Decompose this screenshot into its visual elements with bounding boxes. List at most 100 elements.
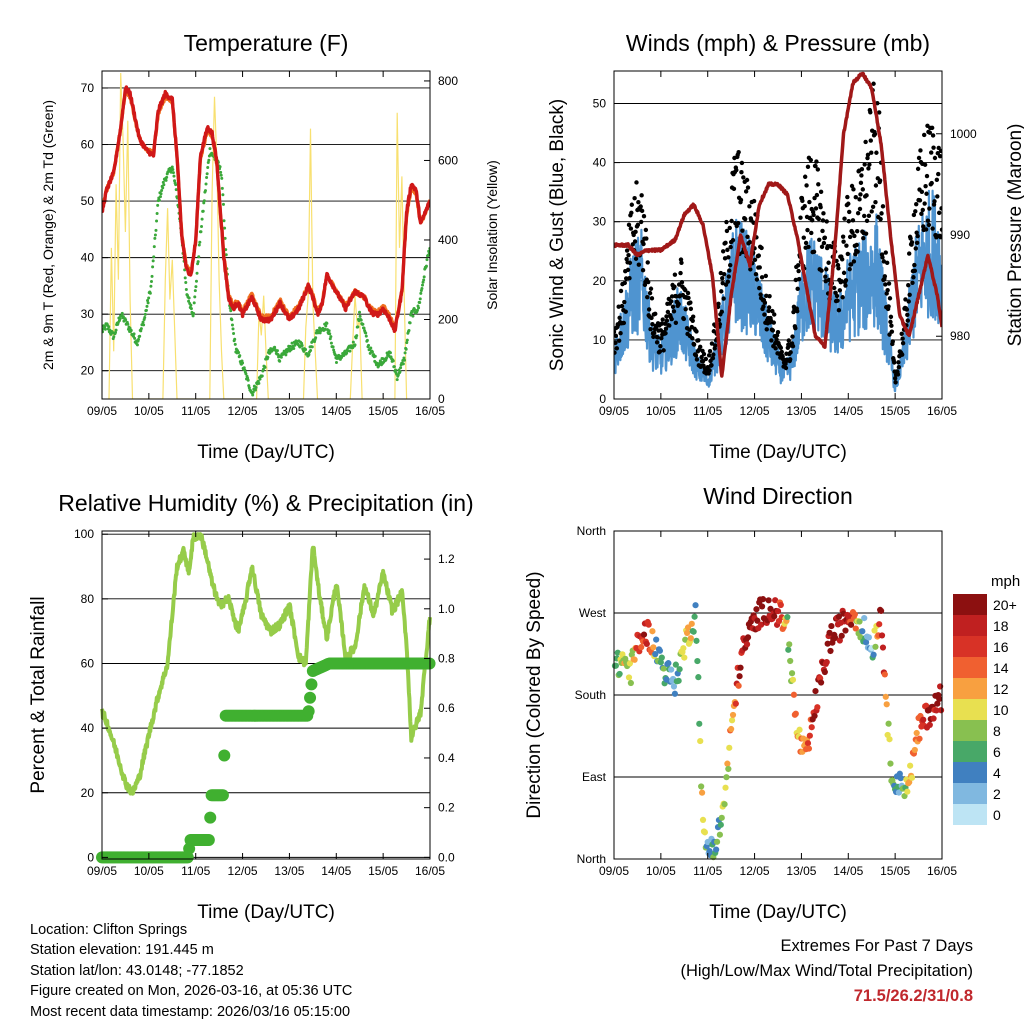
gust-point [728,262,733,268]
dewpoint-point [161,180,165,184]
gust-point [929,150,934,155]
gust-point [884,260,890,266]
gust-point [787,357,793,362]
direction-point [876,621,883,628]
colorbar-label: 10 [993,702,1009,718]
direction-point [699,816,707,824]
dewpoint-point [358,314,362,318]
dewpoint-point [362,326,366,330]
direction-point [728,725,735,733]
direction-point [865,634,873,641]
dewpoint-point [174,183,178,187]
direction-point [690,628,697,635]
gust-point [921,132,927,138]
gust-point [667,323,672,328]
dewpoint-point [102,330,105,334]
gust-point [653,324,659,330]
x-tick-label: 10/05 [134,864,164,878]
dewpoint-point [162,183,166,187]
gust-point [937,154,942,159]
dewpoint-point [147,296,151,300]
y-tick-label: 40 [81,251,95,265]
dewpoint-point [422,278,426,282]
gust-point [796,276,802,282]
dewpoint-point [353,343,357,347]
gust-point [854,228,860,234]
gust-point [747,240,753,245]
gust-point [725,279,731,284]
dewpoint-point [329,335,333,339]
dewpoint-point [200,225,204,229]
direction-point [643,640,650,648]
gust-point [614,340,618,346]
y2-tick-label: 1.0 [438,602,455,616]
x-tick-label: 16/05 [927,404,957,418]
gust-point [818,205,823,210]
gust-point [904,307,910,312]
dewpoint-point [327,329,331,333]
gust-point [851,259,857,264]
gust-point [858,192,863,197]
dewpoint-point [197,255,201,259]
gust-point [796,268,801,274]
gust-point [751,198,757,204]
humidity-series [96,532,436,864]
direction-point [743,641,751,648]
x-tick-label: 13/05 [786,404,816,418]
gust-point [874,150,879,155]
gust-point [674,294,679,299]
y-tick-label: 80 [81,592,95,606]
gust-point [691,342,697,347]
dewpoint-point [288,344,292,348]
direction-point [881,671,888,678]
gust-point [930,226,935,231]
dewpoint-point [324,324,328,328]
dewpoint-point [257,381,261,385]
dewpoint-point [152,245,156,249]
gust-point [624,248,630,253]
dewpoint-point [164,178,168,182]
gust-point [900,340,906,346]
direction-point [784,613,791,621]
direction-point [626,660,634,667]
gust-point [698,344,703,350]
dewpoint-point [276,352,280,356]
gust-point [921,224,926,229]
gust-point [745,234,750,240]
x-tick-label: 10/05 [134,404,164,418]
gust-point [659,335,664,341]
direction-point [698,789,706,796]
gust-point [694,357,700,362]
dewpoint-point [328,332,332,336]
gust-point [724,219,729,225]
gust-point [628,226,634,231]
gust-point [676,301,681,307]
dewpoint-point [367,343,371,347]
gust-point [859,173,864,178]
gust-point [764,293,769,299]
direction-point [895,789,902,796]
gust-point [690,336,695,341]
dewpoint-point [420,286,424,290]
x-tick-label: 09/05 [87,864,117,878]
y2-tick-label: 0.2 [438,801,455,815]
gust-point [764,327,769,332]
gust-point [873,183,879,188]
y-tick-label: South [575,688,606,702]
gust-point [908,236,913,241]
dewpoint-point [231,327,235,331]
direction-point [726,744,733,751]
gust-point [707,348,713,354]
direction-point [836,637,843,644]
gust-point [757,285,762,291]
gust-point [738,197,744,203]
direction-point [911,746,918,754]
dewpoint-point [369,346,373,350]
dewpoint-point [183,276,187,280]
gust-point [659,321,664,326]
gust-point [699,354,704,360]
gust-point [804,183,809,188]
gust-point [775,330,781,335]
gust-point [779,349,784,355]
y-tick-label: 20 [81,364,95,378]
